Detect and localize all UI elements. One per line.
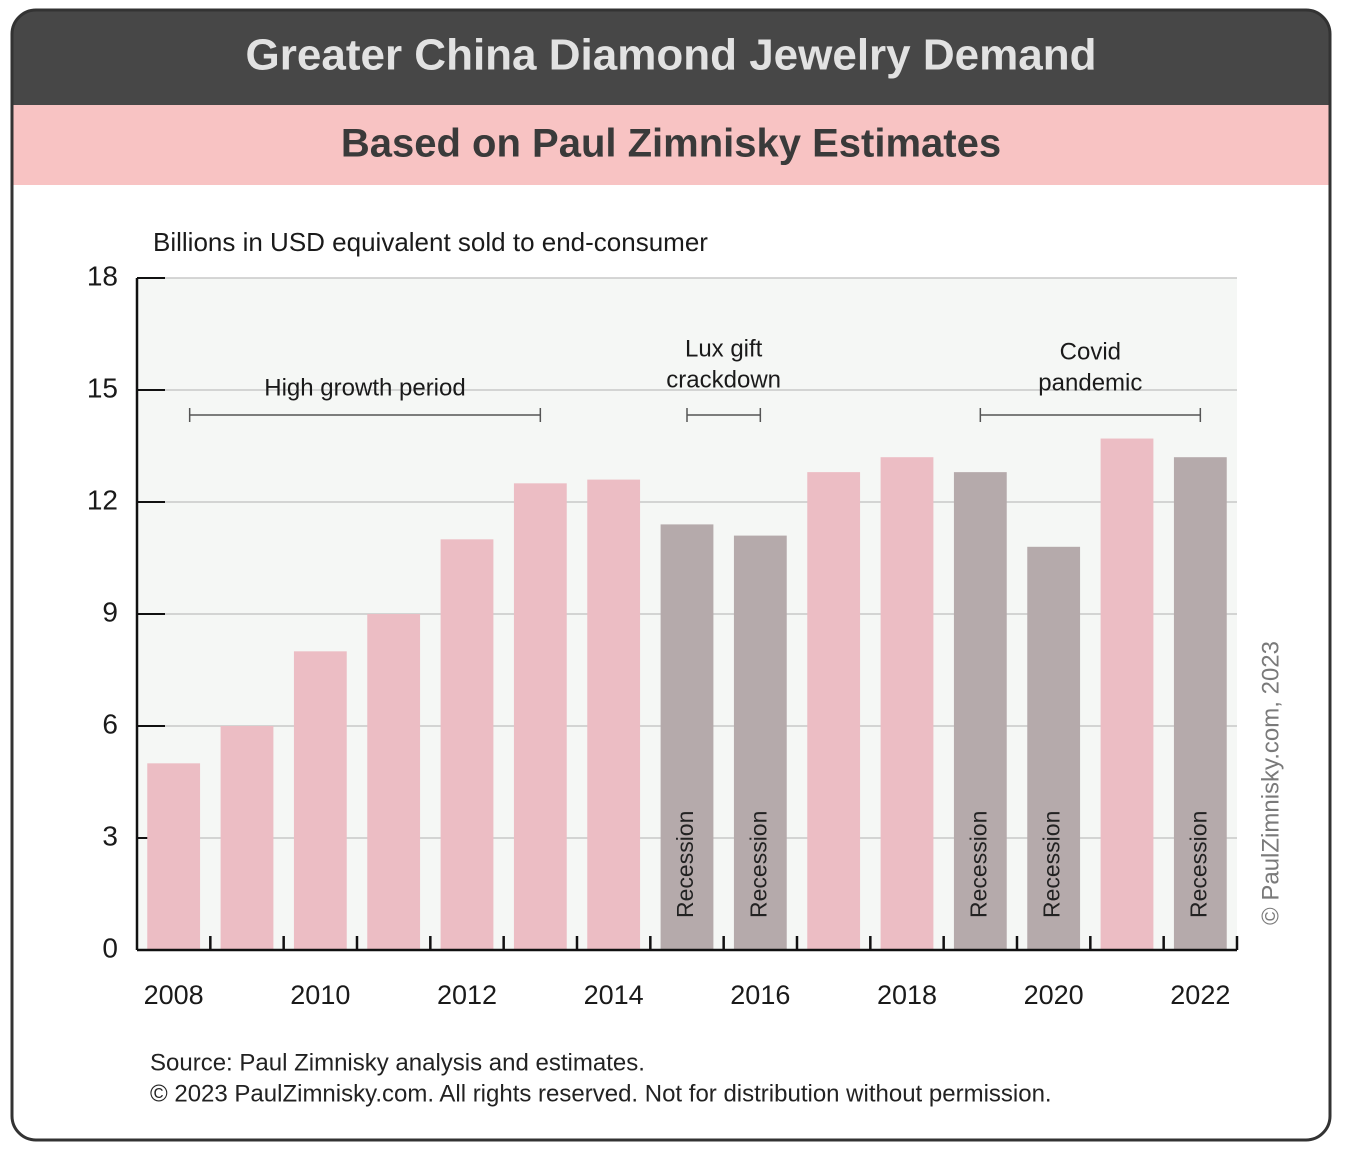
bar — [293, 651, 347, 950]
y-tick-label: 12 — [87, 484, 118, 515]
bar — [733, 535, 787, 950]
subtitle-band — [12, 105, 1330, 185]
frame-fill — [12, 10, 1330, 185]
bar-label: Recession — [1039, 811, 1065, 918]
bar — [660, 524, 714, 950]
x-tick-label: 2014 — [584, 980, 644, 1010]
annotation-text: pandemic — [1038, 369, 1142, 396]
x-tick-label: 2012 — [437, 980, 497, 1010]
y-axis-label: Billions in USD equivalent sold to end-c… — [153, 227, 708, 257]
bar — [440, 539, 494, 950]
x-tick-label: 2018 — [877, 980, 937, 1010]
bar — [367, 614, 421, 950]
y-tick-label: 3 — [102, 820, 118, 851]
bar — [147, 763, 201, 950]
bar — [220, 726, 274, 950]
frame — [10, 8, 1332, 1142]
annotation-text: High growth period — [264, 374, 465, 401]
bar — [807, 472, 861, 950]
y-tick-label: 15 — [87, 372, 118, 403]
bar-label: Recession — [1185, 811, 1211, 918]
x-tick-label: 2008 — [144, 980, 204, 1010]
chart-subtitle: Based on Paul Zimnisky Estimates — [341, 122, 1001, 166]
copyright-line: © 2023 PaulZimnisky.com. All rights rese… — [150, 1080, 1052, 1107]
y-tick-label: 0 — [102, 932, 118, 963]
x-tick-label: 2020 — [1024, 980, 1084, 1010]
bar — [513, 483, 567, 950]
bar — [1027, 546, 1081, 950]
bar-label: Recession — [965, 811, 991, 918]
header-band — [12, 10, 1330, 105]
x-tick-label: 2010 — [290, 980, 350, 1010]
bar — [1100, 438, 1154, 950]
annotation-text: Lux gift — [685, 335, 763, 362]
watermark: © PaulZimnisky.com, 2023 — [1257, 641, 1284, 925]
source-line: Source: Paul Zimnisky analysis and estim… — [150, 1049, 645, 1076]
bar — [880, 457, 934, 950]
bar — [587, 479, 641, 950]
y-tick-label: 18 — [87, 260, 118, 291]
bar — [953, 472, 1007, 950]
chart-title: Greater China Diamond Jewelry Demand — [246, 31, 1097, 80]
x-tick-label: 2022 — [1170, 980, 1230, 1010]
annotation-text: crackdown — [666, 366, 781, 393]
annotation-text: Covid — [1060, 338, 1121, 365]
bar-label: Recession — [745, 811, 771, 918]
y-tick-label: 6 — [102, 708, 118, 739]
y-tick-label: 9 — [102, 596, 118, 627]
bar — [1173, 457, 1227, 950]
x-tick-label: 2016 — [730, 980, 790, 1010]
bar-label: Recession — [672, 811, 698, 918]
